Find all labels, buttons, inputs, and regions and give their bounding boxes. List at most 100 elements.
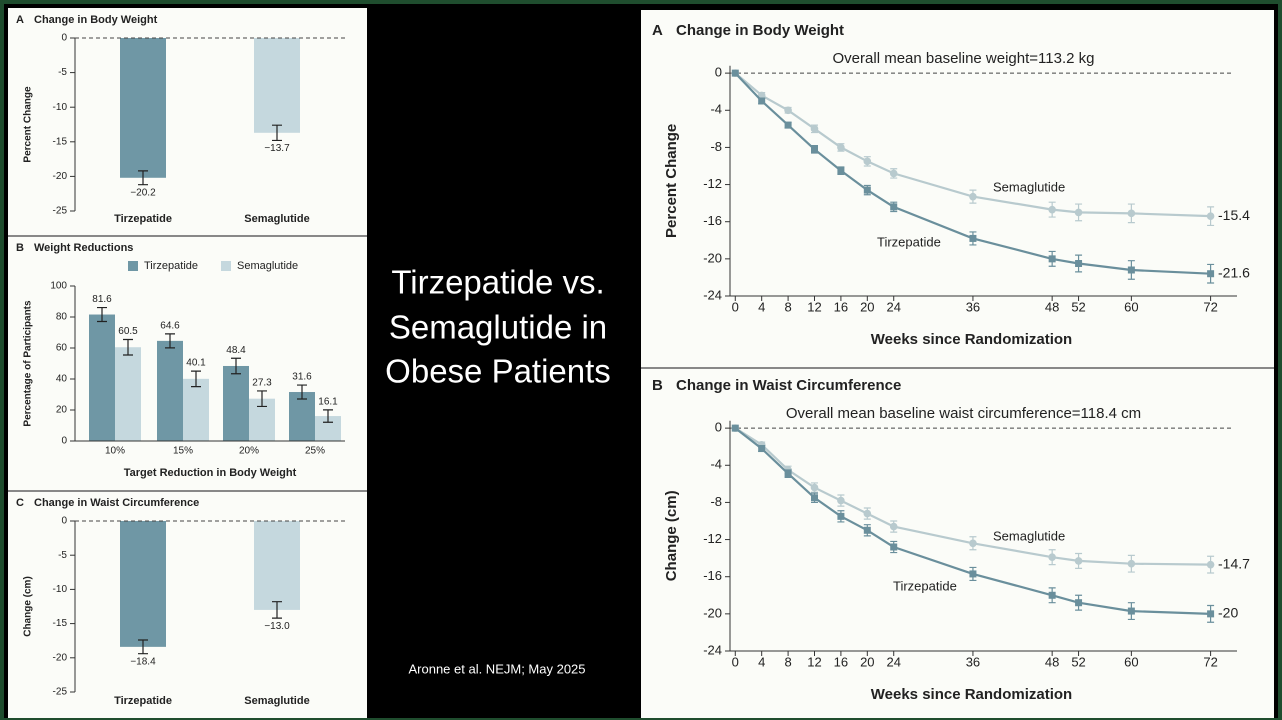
y-axis-label: Percent Change [663,124,680,238]
marker [837,143,845,152]
marker [889,522,898,531]
series-line [734,72,1211,275]
chart-title: Change in Body Weight [676,22,844,39]
series-line [734,427,1211,566]
x-tick-label: 24 [886,654,900,669]
right-figure [641,10,1274,718]
y-tick-label: -10 [53,102,68,113]
error-bar [272,124,282,142]
marker [837,167,845,175]
x-axis-label: Weeks since Randomization [871,686,1072,703]
error-bar [138,639,148,655]
x-tick-label: 24 [886,299,900,314]
value-label: −13.7 [264,143,290,154]
series-label: Semaglutide [993,528,1065,543]
x-tick-label: 20% [239,446,259,457]
y-tick-label: -20 [703,250,722,265]
x-tick-label: Tirzepatide [114,695,172,707]
end-label: -21.6 [1218,264,1250,280]
x-tick-label: 12 [807,654,821,669]
marker [890,543,898,551]
value-label: 40.1 [186,358,206,369]
x-tick-label: 16 [834,299,848,314]
error-bar [231,357,241,375]
y-tick-label: -12 [703,176,722,191]
x-tick-label: 15% [173,446,193,457]
bar [120,521,166,647]
bar [120,38,166,178]
annotation: Overall mean baseline waist circumferenc… [786,405,1141,422]
marker [810,125,819,133]
y-tick-label: 80 [56,312,68,323]
y-tick-label: -4 [710,457,722,472]
bar [289,392,315,441]
marker [863,186,871,194]
error-bar [97,306,107,323]
panel-letter: B [16,242,24,254]
marker [1206,560,1215,569]
chart-title: Change in Waist Circumference [676,377,901,394]
error-bar [191,370,201,388]
y-tick-label: -5 [58,67,67,78]
value-label: 16.1 [318,396,338,407]
y-tick-label: 0 [61,33,67,44]
slide-title: Tirzepatide vs. [391,264,604,301]
bar [183,378,209,441]
y-tick-label: 100 [50,281,67,292]
end-label: -20 [1218,605,1238,621]
x-tick-label: 8 [784,299,791,314]
marker [1127,266,1135,274]
marker [863,526,871,534]
citation: Aronne et al. NEJM; May 2025 [408,661,585,676]
error-bar [323,409,333,423]
x-tick-label: 60 [1124,654,1138,669]
value-label: 31.6 [292,372,312,383]
marker [1048,255,1056,263]
marker [863,509,872,518]
marker [1207,270,1215,278]
end-label: -15.4 [1218,207,1250,223]
marker [810,483,819,492]
marker [784,121,792,129]
marker [811,145,818,153]
y-tick-label: 0 [61,436,67,447]
x-tick-label: 72 [1203,299,1217,314]
x-tick-label: 0 [732,299,739,314]
x-tick-label: 4 [758,654,765,669]
bar [223,365,249,441]
x-tick-label: 52 [1071,654,1085,669]
slide-title: Obese Patients [385,353,611,390]
legend-label: Semaglutide [237,260,298,272]
series-line [734,72,1211,218]
value-label: 48.4 [226,345,246,356]
value-label: 64.6 [160,321,180,332]
x-tick-label: 0 [732,654,739,669]
bar [254,521,300,610]
x-axis-label: Target Reduction in Body Weight [124,467,297,479]
x-tick-label: Tirzepatide [114,213,172,225]
marker [1127,607,1135,615]
y-tick-label: -16 [703,213,722,228]
value-label: −13.0 [264,621,290,632]
x-tick-label: 20 [860,299,874,314]
value-label: −18.4 [130,656,156,667]
chart-title: Change in Waist Circumference [34,497,199,509]
marker [1048,553,1056,562]
y-axis-label: Change (cm) [23,576,34,637]
error-bar [257,390,267,408]
marker [784,106,792,115]
x-axis-label: Weeks since Randomization [871,331,1072,348]
y-tick-label: -24 [703,287,722,302]
marker [757,91,766,100]
y-axis-label: Change (cm) [663,490,680,581]
slide-title: Semaglutide in [389,309,607,346]
series-label: Tirzepatide [877,234,941,249]
series-label: Tirzepatide [893,578,957,593]
y-tick-label: -20 [703,605,722,620]
marker [1075,259,1083,267]
y-tick-label: -20 [53,171,68,182]
value-label: 81.6 [92,294,112,305]
y-tick-label: 0 [715,420,722,435]
